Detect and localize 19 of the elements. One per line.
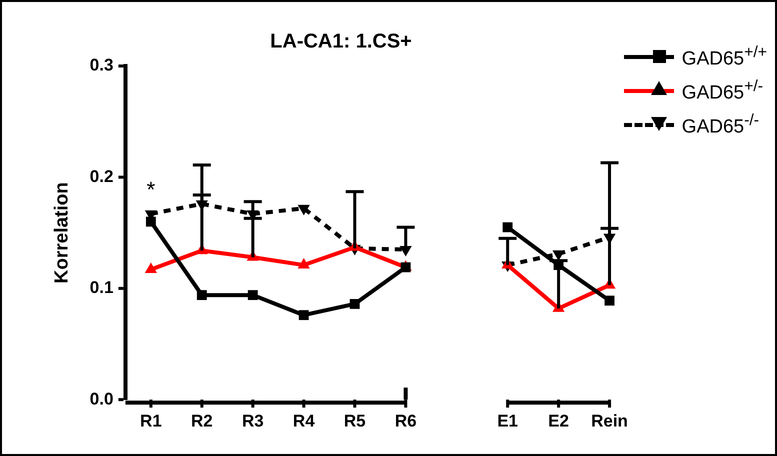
x-tick-label: R1: [140, 411, 162, 430]
legend-label: GAD65$^{+/-}$: [682, 78, 764, 104]
x-tick-label: R2: [191, 411, 213, 430]
x-tick-label: R4: [292, 411, 316, 430]
x-tick-label: E2: [548, 411, 569, 430]
y-tick-label: 0.1: [90, 278, 114, 298]
x-tick-label: Rein: [591, 411, 628, 430]
x-tick-label: R6: [394, 411, 417, 430]
legend-label: GAD65$^{-/-}$: [682, 112, 760, 138]
y-tick-label: 0.3: [90, 56, 114, 75]
chart-title: LA-CA1: 1.CS+: [270, 30, 412, 53]
x-tick-label: R3: [242, 411, 264, 430]
annotation: *: [146, 176, 156, 202]
y-tick-label: 0.2: [90, 166, 114, 186]
y-axis-title: Korrelation: [52, 182, 73, 284]
x-tick-label: E1: [497, 411, 518, 430]
x-tick-label: R5: [344, 411, 366, 430]
legend-label: GAD65$^{+/+}$: [682, 44, 767, 70]
y-tick-label: 0.0: [90, 389, 114, 408]
